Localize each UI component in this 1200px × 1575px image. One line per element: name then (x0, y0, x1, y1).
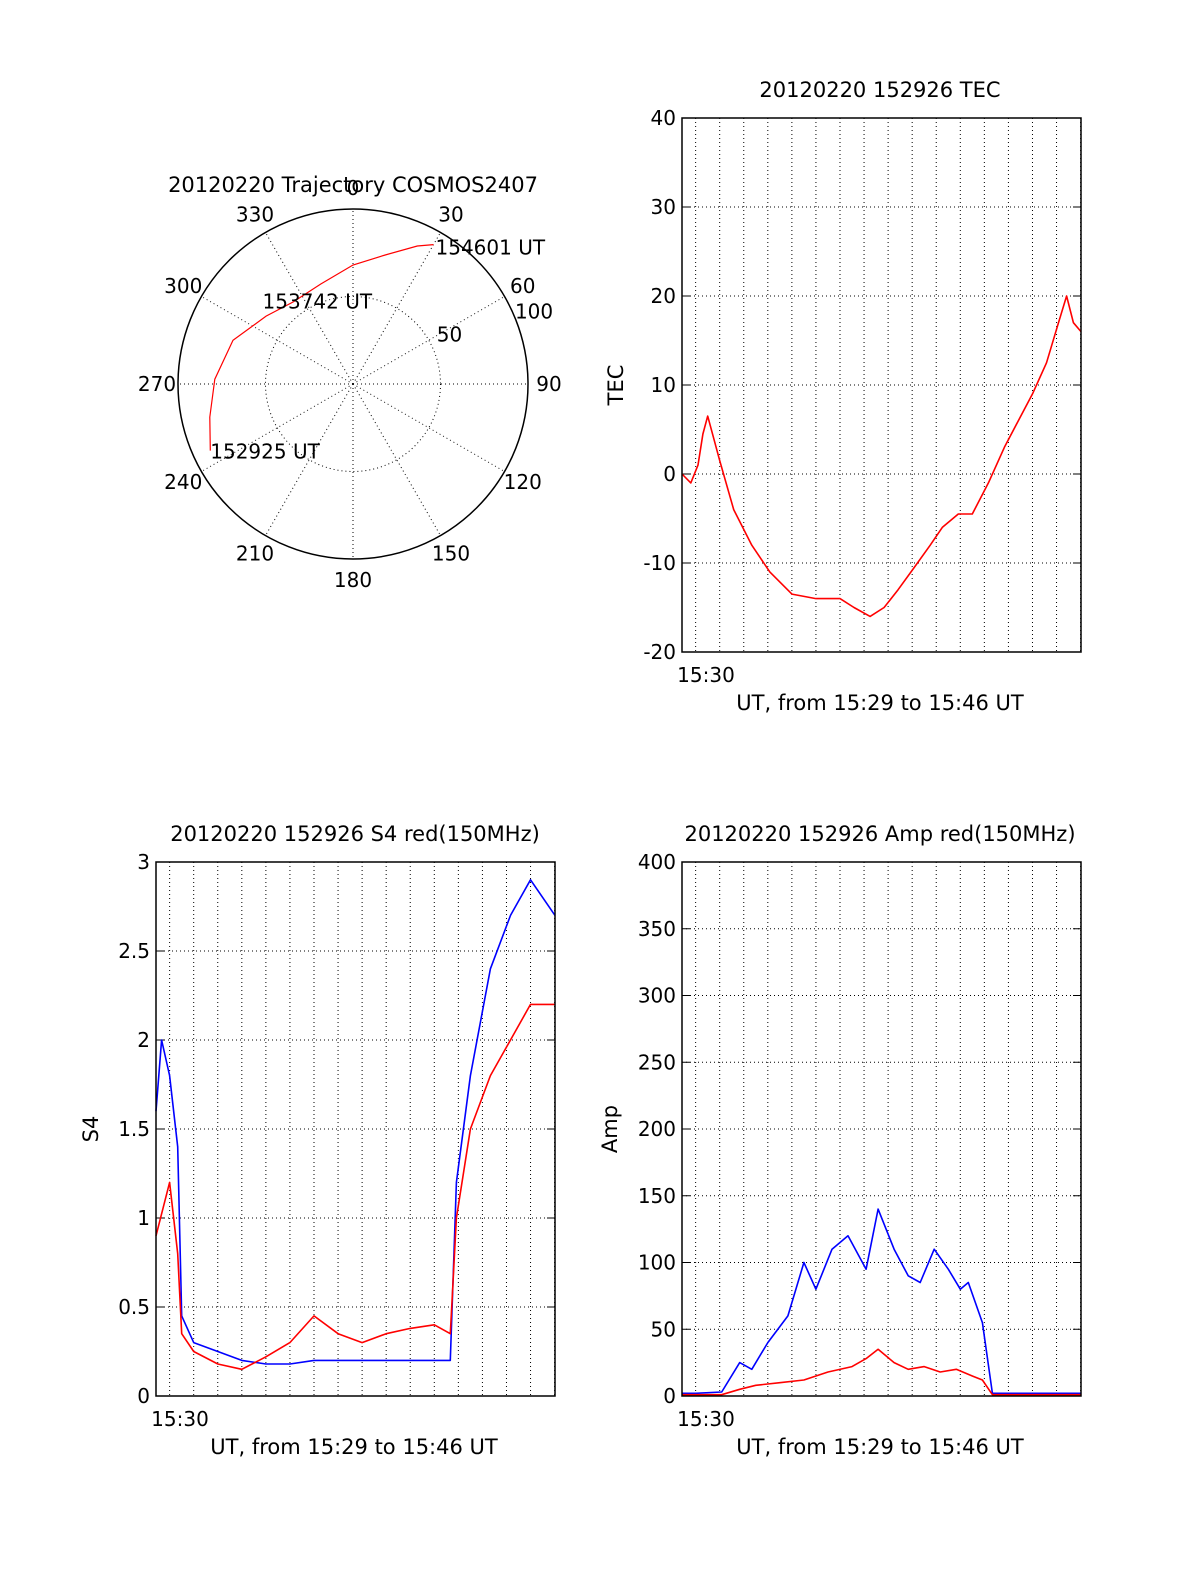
polar-outer-circle (177, 208, 529, 560)
polar-trajectory-series (209, 244, 434, 451)
polar-ring-circle (265, 296, 441, 472)
amp-grid (682, 861, 1082, 1397)
y-tick-label: -10 (643, 551, 676, 575)
trajectory-time-label: 154601 UT (436, 236, 546, 260)
y-tick-label: 40 (651, 106, 676, 130)
s4-plot: 20120220 152926 S4 red(150MHz) 0 0.5 1 1.5 2… (79, 822, 556, 1459)
polar-radius-label: 100 (515, 300, 553, 324)
trajectory-time-label: 152925 UT (210, 440, 320, 464)
y-tick-label: 30 (651, 195, 676, 219)
polar-radius-label: 50 (437, 322, 462, 346)
polar-angle-label: 270 (138, 372, 176, 396)
s4-ylabel: S4 (79, 1116, 103, 1143)
tec-ylabel: TEC (604, 365, 628, 407)
tec-frame (681, 117, 1082, 653)
polar-angle-label: 30 (438, 202, 463, 226)
y-tick-label: 150 (638, 1184, 676, 1208)
y-tick-label: 2 (137, 1028, 150, 1052)
polar-angle-label: 120 (504, 470, 542, 494)
series-line (155, 1003, 555, 1371)
y-tick-label: 400 (638, 850, 676, 874)
amp-ylabel: Amp (598, 1105, 622, 1153)
polar-angle-label: 300 (164, 274, 202, 298)
tec-y-tick-labels: -20 -10 0 10 20 30 40 (643, 106, 676, 664)
y-tick-label: 10 (651, 373, 676, 397)
trajectory-line (209, 244, 434, 451)
y-tick-label: 2.5 (118, 939, 150, 963)
tec-grid (682, 117, 1082, 653)
y-tick-label: 50 (651, 1317, 676, 1341)
polar-spoke (352, 296, 505, 385)
y-tick-label: 0.5 (118, 1295, 150, 1319)
y-tick-label: 250 (638, 1050, 676, 1074)
s4-y-tick-labels: 0 0.5 1 1.5 2 2.5 3 (118, 850, 150, 1408)
y-tick-label: 1.5 (118, 1117, 150, 1141)
y-tick-label: 300 (638, 984, 676, 1008)
polar-angle-label: 180 (334, 568, 372, 592)
amp-series (682, 1208, 1081, 1396)
trajectory-time-label: 153742 UT (263, 290, 373, 314)
series-line (155, 879, 556, 1365)
amp-x-tick-label: 15:30 (677, 1407, 735, 1431)
polar-angle-label: 210 (236, 542, 274, 566)
y-tick-label: -20 (643, 640, 676, 664)
polar-angle-label: 330 (236, 202, 274, 226)
y-tick-label: 100 (638, 1251, 676, 1275)
y-tick-label: 1 (137, 1206, 150, 1230)
polar-grid (177, 208, 529, 560)
y-tick-label: 0 (663, 1384, 676, 1408)
polar-spoke (352, 383, 505, 472)
polar-spoke (352, 383, 441, 536)
polar-angle-label: 150 (432, 542, 470, 566)
s4-x-tick-label: 15:30 (151, 1407, 209, 1431)
amp-xlabel: UT, from 15:29 to 15:46 UT (736, 1435, 1024, 1459)
amp-plot: 20120220 152926 Amp red(150MHz) 0 50 100 15… (598, 822, 1082, 1459)
amp-frame (681, 861, 1082, 1397)
amp-title: 20120220 152926 Amp red(150MHz) (684, 822, 1075, 846)
s4-xlabel: UT, from 15:29 to 15:46 UT (210, 1435, 498, 1459)
s4-title: 20120220 152926 S4 red(150MHz) (170, 822, 540, 846)
tec-plot: 20120220 152926 TEC -20 -10 0 10 20 30 40 15:3… (604, 78, 1082, 715)
y-tick-label: 0 (137, 1384, 150, 1408)
s4-frame (155, 861, 556, 1397)
series-line (682, 1348, 1081, 1396)
tec-title: 20120220 152926 TEC (759, 78, 1000, 102)
polar-trajectory-plot: 20120220 Trajectory COSMOS2407 0 30 60 90 12… (138, 173, 562, 592)
tec-x-tick-label: 15:30 (677, 663, 735, 687)
series-line (682, 1208, 1081, 1395)
y-tick-label: 350 (638, 917, 676, 941)
s4-grid (156, 861, 556, 1397)
series-line (681, 295, 1082, 618)
y-tick-label: 20 (651, 284, 676, 308)
tec-xlabel: UT, from 15:29 to 15:46 UT (736, 691, 1024, 715)
polar-angle-label: 240 (164, 470, 202, 494)
polar-radius-labels: 50 100 (437, 300, 553, 347)
polar-annotations: 154601 UT 153742 UT 152925 UT (210, 236, 546, 464)
s4-series (155, 879, 556, 1371)
polar-angle-labels: 0 30 60 90 120 150 180 210 240 270 300 330 (138, 176, 562, 592)
polar-angle-label: 0 (347, 176, 360, 200)
polar-title: 20120220 Trajectory COSMOS2407 (168, 173, 538, 197)
polar-angle-label: 90 (536, 372, 561, 396)
polar-angle-label: 60 (510, 274, 535, 298)
tec-series (681, 295, 1082, 618)
amp-y-tick-labels: 0 50 100 150 200 250 300 350 400 (638, 850, 676, 1408)
y-tick-label: 3 (137, 850, 150, 874)
y-tick-label: 200 (638, 1117, 676, 1141)
y-tick-label: 0 (663, 462, 676, 486)
